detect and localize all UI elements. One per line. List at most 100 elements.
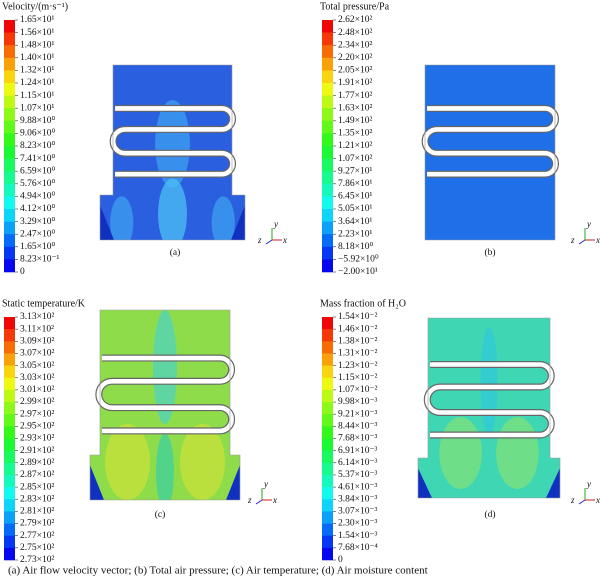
triad-z	[255, 499, 263, 505]
triad-label: y	[273, 219, 278, 229]
domain-border	[99, 64, 246, 241]
colorbar-swatch	[4, 70, 15, 84]
colorbar-swatch	[322, 57, 333, 71]
colorbar-swatch	[322, 535, 333, 549]
colorbar-swatch	[4, 246, 15, 260]
colorbar-label: 9.27×10¹	[338, 166, 372, 176]
colorbar-label: −5.92×10⁰	[338, 254, 379, 265]
colorbar-label: 3.84×10⁻³	[338, 494, 377, 504]
colorbar-label: 2.48×10²	[338, 28, 372, 38]
colorbar-swatch	[322, 221, 333, 235]
colorbar-label: 3.05×10²	[20, 361, 54, 371]
colorbar-label: 5.37×10⁻³	[338, 470, 377, 480]
triad-label: y	[586, 219, 591, 229]
colorbar-swatch	[322, 317, 333, 330]
colorbar-swatch	[4, 317, 15, 330]
triad-z	[578, 499, 586, 505]
colorbar-label: 2.20×10²	[338, 53, 372, 63]
coil	[96, 355, 234, 434]
colorbar-swatch	[4, 341, 15, 354]
colorbar-swatch	[4, 474, 15, 488]
colorbar-label: 5.05×10¹	[338, 204, 372, 214]
colorbar-label: 8.23×10⁰	[20, 140, 55, 151]
triad-label: y	[263, 479, 268, 489]
colorbar-swatch	[4, 234, 15, 248]
domain-border	[424, 64, 556, 241]
colorbar-swatch	[322, 20, 333, 33]
contour-blob	[480, 327, 498, 435]
colorbar-swatch	[4, 57, 15, 71]
colorbar-swatch	[4, 133, 15, 147]
colorbar-label: 2.95×10²	[20, 422, 54, 432]
triad-z	[265, 239, 273, 245]
colorbar-swatch	[4, 438, 15, 451]
colorbar-swatch	[4, 414, 15, 427]
domain-border	[417, 317, 561, 499]
colorbar-swatch	[4, 158, 15, 172]
colorbar-label: 1.07×10²	[338, 154, 372, 164]
colorbar-swatch	[4, 209, 15, 222]
colorbar-label: 8.23×10⁻¹	[20, 255, 59, 265]
colorbar-label: 2.91×10²	[20, 446, 54, 456]
colorbar-swatch	[4, 511, 15, 524]
contour-blob	[211, 196, 235, 240]
legend-title: Mass fraction of H₂O	[320, 298, 406, 309]
contour-plot	[421, 64, 559, 241]
colorbar-label: 4.12×10⁰	[20, 203, 55, 214]
colorbar-label: 7.86×10¹	[338, 179, 372, 189]
legend-title: Static temperature/K	[2, 298, 86, 309]
colorbar-label: 2.77×10²	[20, 531, 54, 541]
colorbar-swatch	[4, 487, 15, 500]
colorbar-label: 2.34×10²	[338, 40, 372, 50]
colorbar-label: 2.75×10²	[20, 543, 54, 553]
colorbar-label: 7.68×10⁻³	[338, 434, 377, 444]
colorbar-label: 1.31×10⁻²	[338, 349, 377, 359]
colorbar-swatch	[322, 499, 333, 512]
colorbar-label: 1.54×10⁻³	[338, 531, 377, 541]
colorbar-label: 1.65×10¹	[20, 15, 54, 25]
colorbar-swatch	[322, 365, 333, 379]
colorbar-swatch	[322, 402, 333, 415]
colorbar-label: 1.21×10²	[338, 141, 372, 151]
triad-label: y	[586, 479, 591, 489]
colorbar-swatch	[322, 414, 333, 427]
colorbar-label: 3.09×10²	[20, 336, 54, 346]
contour-plot	[89, 309, 241, 501]
colorbar-label: 1.77×10²	[338, 91, 372, 101]
contour-blob	[156, 433, 174, 500]
colorbar-label: 6.91×10⁻³	[338, 446, 377, 456]
colorbar-label: 3.13×10²	[20, 312, 54, 322]
colorbar-swatch	[322, 183, 333, 197]
colorbar-label: 6.45×10¹	[338, 192, 372, 202]
panel-label: (d)	[484, 509, 495, 520]
colorbar-swatch	[4, 389, 15, 403]
colorbar-swatch	[4, 120, 15, 134]
colorbar-swatch	[322, 196, 333, 210]
colorbar-swatch	[322, 133, 333, 147]
colorbar-swatch	[322, 32, 333, 46]
colorbar-label: 6.14×10⁻³	[338, 458, 377, 468]
colorbar-swatch	[322, 438, 333, 451]
colorbar-swatch	[322, 108, 333, 122]
contour-blob	[180, 424, 225, 500]
colorbar-label: 7.68×10⁻⁴	[338, 543, 378, 553]
colorbar-label: 9.21×10⁻³	[338, 409, 377, 419]
colorbar-label: 3.01×10²	[20, 385, 54, 395]
colorbar-swatch	[4, 329, 15, 342]
colorbar-swatch	[4, 365, 15, 379]
colorbar-swatch	[4, 499, 15, 512]
colorbar-label: 9.88×10⁰	[20, 115, 55, 126]
colorbar-label: 2.85×10²	[20, 482, 54, 492]
hopper	[90, 465, 104, 500]
colorbar-label: 2.87×10²	[20, 470, 54, 480]
colorbar-label: 9.06×10⁰	[20, 128, 55, 139]
colorbar-label: 1.91×10²	[338, 78, 372, 88]
contour-blob	[496, 417, 539, 489]
colorbar-label: 1.35×10²	[338, 129, 372, 139]
contour-fill	[90, 310, 240, 500]
colorbar-swatch	[322, 377, 333, 391]
colorbar-swatch	[322, 487, 333, 500]
coil	[424, 362, 554, 438]
